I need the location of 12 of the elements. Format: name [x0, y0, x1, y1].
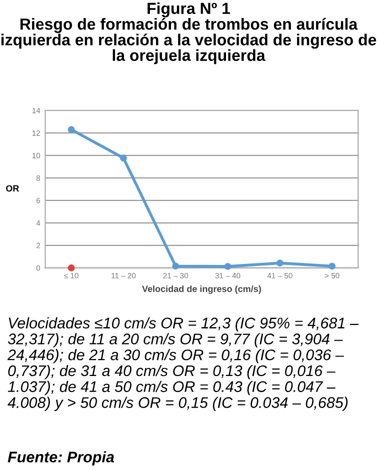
point	[328, 262, 336, 270]
point	[224, 262, 232, 270]
x-axis-title: Velocidad de ingreso (cm/s)	[142, 285, 261, 294]
point	[172, 262, 180, 270]
chart-title: Figura Nº 1 Riesgo de formación de trombos en aurícula izquierda en relación a la velocidad de ingreso de la orejuela izquierda	[1, 2, 376, 64]
y-axis-title: OR	[6, 185, 20, 192]
point	[68, 264, 75, 272]
text: Velocidades ≤10 cm/s OR = 12,3 (IC 95% = 4,681 – 32,317); de 11 a 20 cm/s OR = 9,77 (IC = 3,904 – 24,446); de 21 a 30 cm/s OR = 0,16 (IC = 0,036 – 0,737); de 31 a 40 cm/s OR = 0,13 (IC = 0,016 – 1.037); de 41 a 50 cm/s OR = 0.43 (IC = 0.047 – 4.008) y > 50 cm/s OR = 0,15 (IC = 0.034 – 0,685)	[7, 317, 359, 412]
source-note: Fuente: Propia	[8, 451, 114, 466]
point	[68, 126, 75, 134]
point	[120, 154, 127, 162]
point	[276, 260, 284, 267]
